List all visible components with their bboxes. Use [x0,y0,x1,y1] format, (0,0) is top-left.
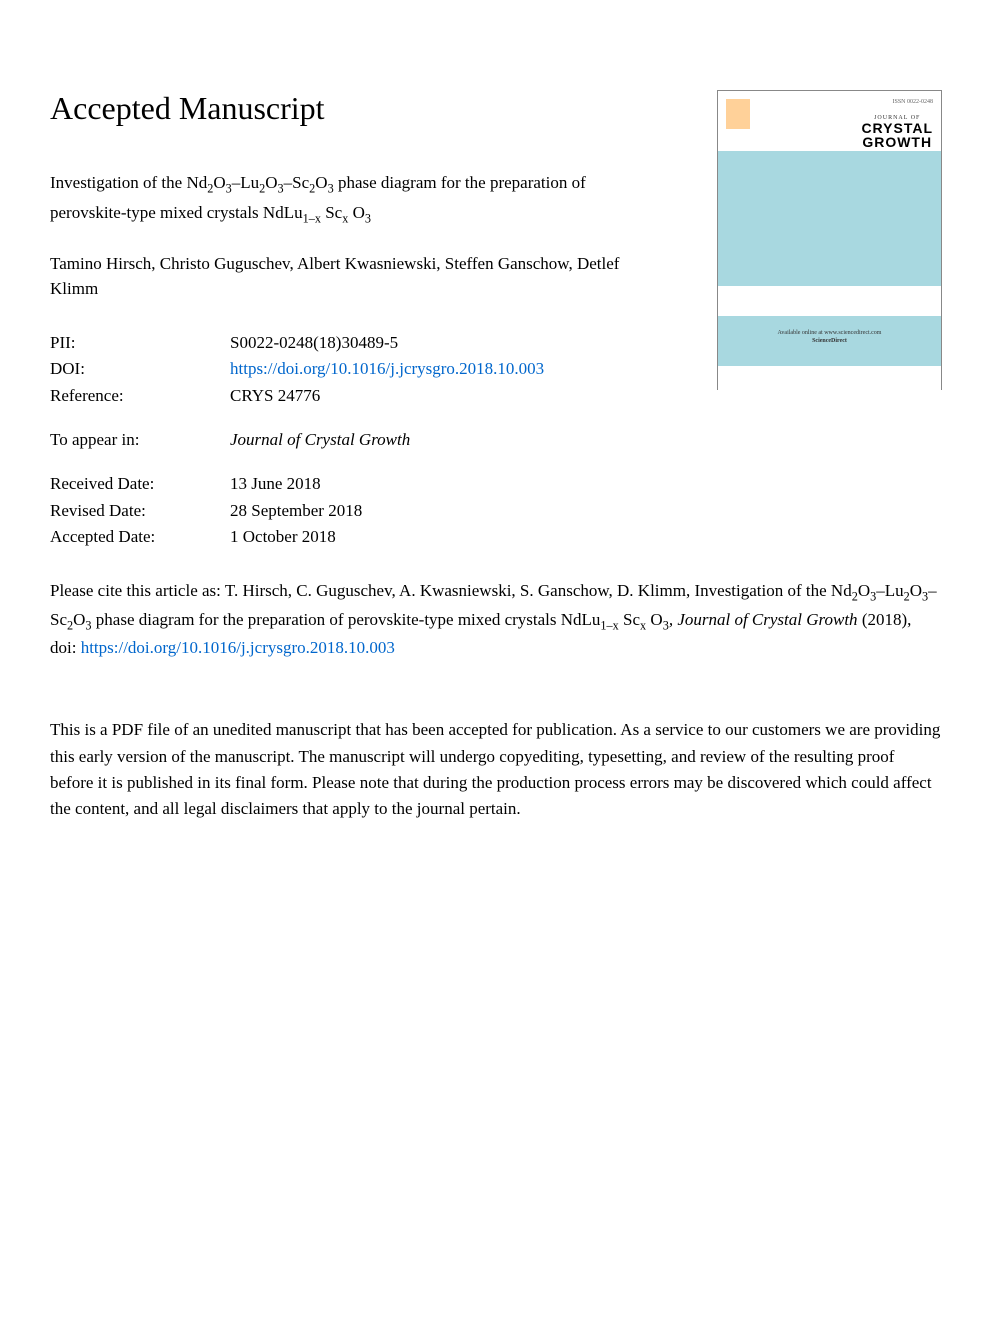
meta-row-received: Received Date: 13 June 2018 [50,471,942,497]
meta-value: 28 September 2018 [230,498,942,524]
citation-doi-link[interactable]: https://doi.org/10.1016/j.jcrysgro.2018.… [81,638,395,657]
meta-value: 1 October 2018 [230,524,942,550]
disclaimer-text: This is a PDF file of an unedited manusc… [50,717,942,822]
meta-value: 13 June 2018 [230,471,942,497]
meta-label: DOI: [50,356,230,382]
authors: Tamino Hirsch, Christo Guguschev, Albert… [50,251,620,302]
title-text: O [213,173,225,192]
citation-part: O [858,581,870,600]
citation-part: Please cite this article as: T. Hirsch, … [50,581,852,600]
cover-sd-line1: Available online at www.sciencedirect.co… [778,330,882,338]
citation-journal: , Journal of Crystal Growth [669,610,858,629]
citation-part: –Lu [876,581,903,600]
meta-row-appear: To appear in: Journal of Crystal Growth [50,427,942,453]
title-text: O [348,203,365,222]
cover-band [718,151,941,286]
meta-value: Journal of Crystal Growth [230,427,942,453]
citation-part: O [646,610,663,629]
cover-header: ISSN 0022-0248 JOURNAL OF CRYSTAL GROWTH [718,91,941,151]
cover-title: JOURNAL OF CRYSTAL GROWTH [861,115,933,149]
cover-sciencedirect: Available online at www.sciencedirect.co… [778,330,882,346]
title-sub: 1–x [303,211,321,225]
cover-growth: GROWTH [861,135,933,149]
title-text: –Lu [232,173,259,192]
meta-label: Accepted Date: [50,524,230,550]
citation-part: phase diagram for the preparation of per… [92,610,601,629]
citation-part: O [910,581,922,600]
citation-part: O [73,610,85,629]
title-sub: 3 [365,211,371,225]
cover-issn: ISSN 0022-0248 [892,99,933,105]
title-text: O [265,173,277,192]
cover-band [718,286,941,316]
meta-row-accepted: Accepted Date: 1 October 2018 [50,524,942,550]
cover-crystal: CRYSTAL [861,121,933,135]
journal-cover-thumbnail: ISSN 0022-0248 JOURNAL OF CRYSTAL GROWTH… [717,90,942,390]
meta-label: Received Date: [50,471,230,497]
title-text: Sc [321,203,342,222]
elsevier-logo-icon [726,99,750,129]
meta-label: To appear in: [50,427,230,453]
article-title: Investigation of the Nd2O3–Lu2O3–Sc2O3 p… [50,169,630,229]
meta-row-revised: Revised Date: 28 September 2018 [50,498,942,524]
cover-band [718,366,941,391]
title-text: –Sc [284,173,310,192]
citation-text: Please cite this article as: T. Hirsch, … [50,578,942,661]
title-text: Investigation of the Nd [50,173,207,192]
meta-label: Reference: [50,383,230,409]
meta-label: Revised Date: [50,498,230,524]
citation-sub: 1–x [600,618,618,632]
citation-part: Sc [619,610,640,629]
cover-sd-line2: ScienceDirect [778,338,882,346]
title-text: O [315,173,327,192]
cover-band: Available online at www.sciencedirect.co… [718,316,941,366]
meta-label: PII: [50,330,230,356]
